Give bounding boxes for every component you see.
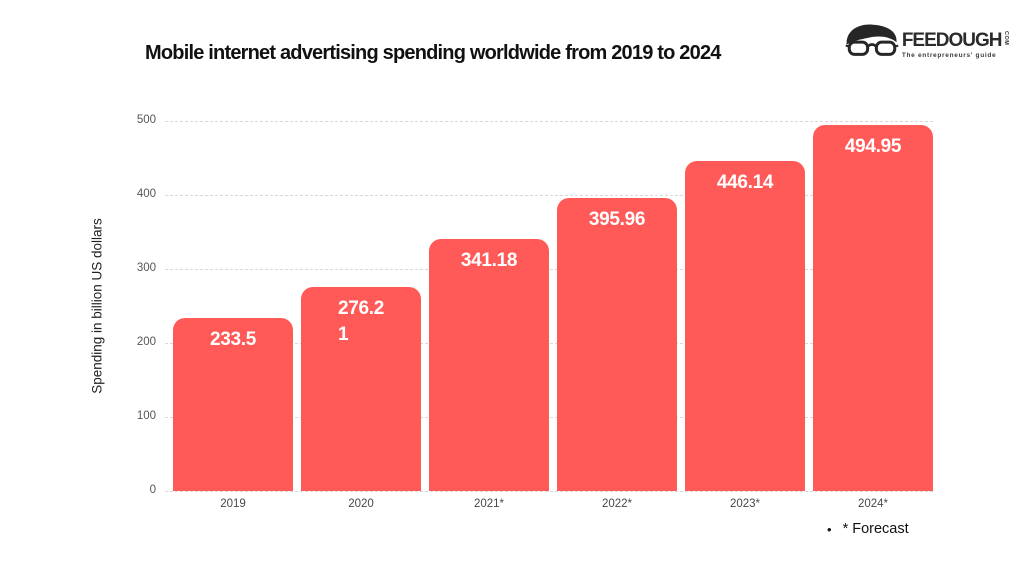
y-axis-tick-label: 100 (136, 410, 156, 422)
y-axis-tick-label: 300 (136, 262, 156, 274)
bar-value-label: 341.18 (460, 249, 518, 271)
y-axis-tick-label: 200 (136, 336, 156, 348)
y-axis-tick-label: 400 (136, 188, 156, 200)
logo-tagline: The entrepreneurs' guide (901, 52, 997, 59)
gridline (165, 343, 933, 344)
bar-2021*: 341.18 (429, 238, 549, 491)
bar-2023*: 446.14 (685, 160, 805, 491)
logo-text-block: FEEDOUGH COM The entrepreneurs' guide (901, 30, 1009, 59)
bar-2019: 233.5 (173, 318, 293, 491)
plot-area: 0 100 200 300 400 500 233.5 2019 276.2 1 2020 341.… (137, 114, 933, 510)
x-axis-tick-label: 2023* (729, 498, 761, 510)
y-axis-tick-label: 500 (136, 114, 156, 126)
x-axis-tick-label: 2021* (473, 498, 505, 510)
logo-tld-text: COM (1003, 31, 1009, 46)
x-axis-tick-label: 2020 (348, 498, 374, 510)
forecast-note-text: * Forecast (842, 521, 909, 537)
bar-value-label: 446.14 (716, 171, 774, 193)
gridline (165, 491, 933, 492)
gridline (165, 269, 933, 270)
y-axis-tick-label: 0 (149, 484, 156, 496)
bullet-point: • (827, 521, 832, 537)
logo-brand-text: FEEDOUGH (901, 30, 1003, 51)
x-axis-tick-label: 2019 (220, 498, 246, 510)
forecast-note: • * Forecast (827, 521, 909, 537)
bar-value-label: 233.5 (209, 329, 257, 351)
bar-value-label: 395.96 (588, 209, 646, 230)
gridline (165, 195, 933, 196)
bar-value-label: 494.95 (844, 135, 902, 157)
bar-2024*: 494.95 (813, 124, 933, 491)
feedough-logo: FEEDOUGH COM The entrepreneurs' guide (844, 22, 1009, 64)
chart-title: Mobile internet advertising spending wor… (145, 42, 721, 64)
bar-2022*: 395.96 (557, 198, 677, 491)
gridline (165, 417, 933, 418)
bar-2020: 276.2 1 (301, 286, 421, 491)
y-axis-title: Spending in billion US dollars (89, 218, 105, 394)
x-axis-tick-label: 2024* (857, 498, 889, 510)
bar-value-label: 276.2 1 (337, 297, 385, 346)
feedough-face-icon (844, 22, 900, 64)
gridline (165, 121, 933, 122)
x-axis-tick-label: 2022* (601, 498, 633, 510)
